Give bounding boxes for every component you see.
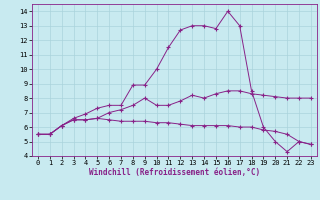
X-axis label: Windchill (Refroidissement éolien,°C): Windchill (Refroidissement éolien,°C) [89,168,260,177]
